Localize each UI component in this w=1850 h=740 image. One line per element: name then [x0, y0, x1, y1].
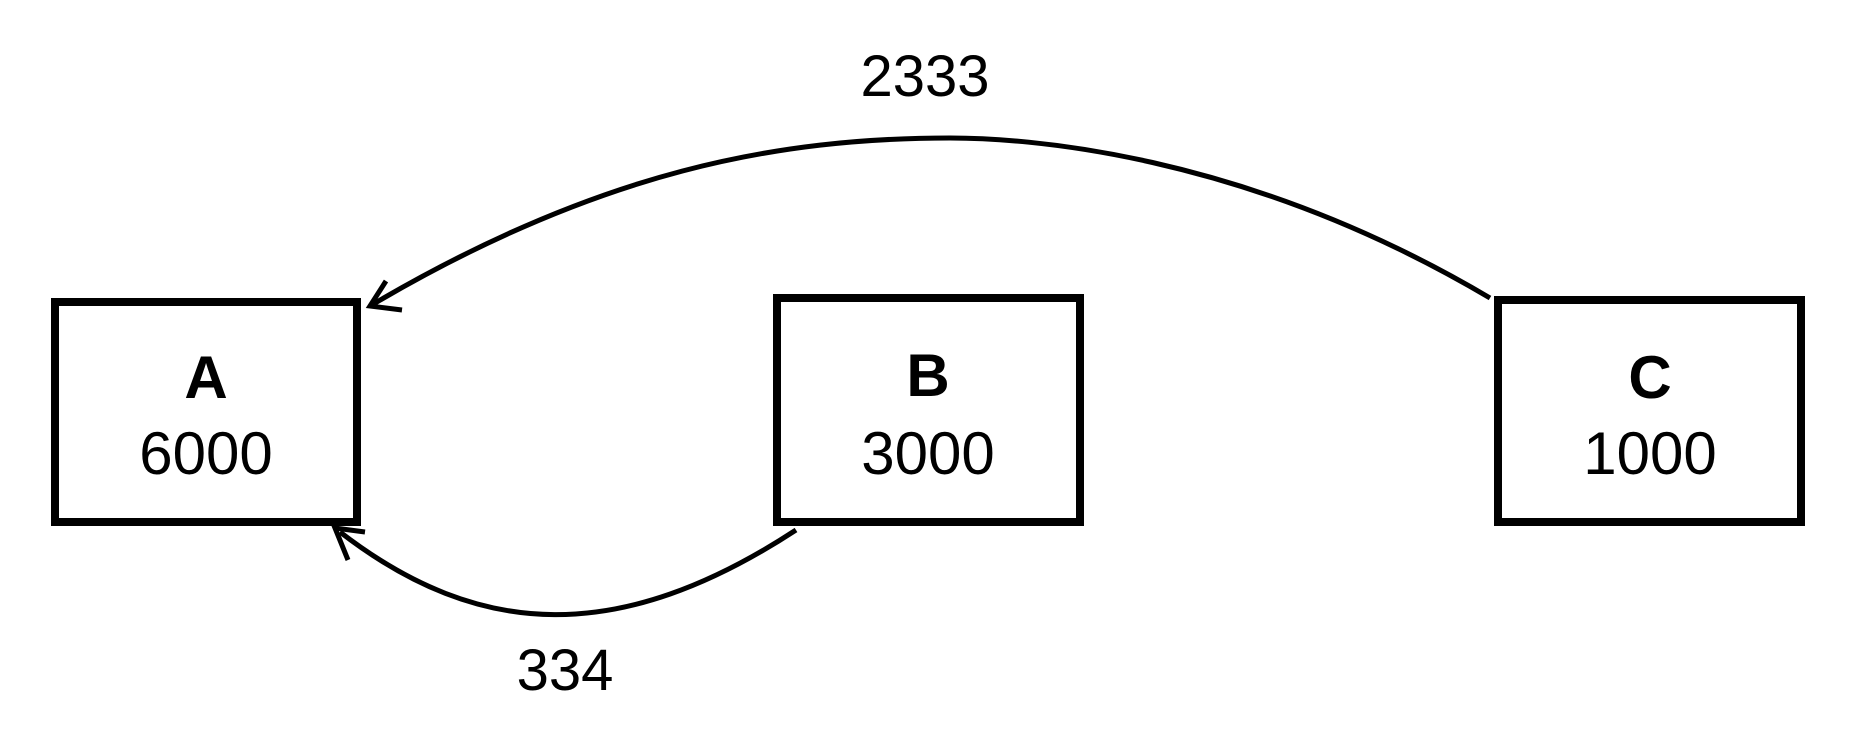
node-a-title: A	[184, 344, 227, 411]
node-b-value: 3000	[861, 420, 994, 487]
node-c-title: C	[1628, 344, 1671, 411]
node-b-box	[773, 294, 1084, 526]
node-c-value: 1000	[1583, 420, 1716, 487]
edge-b-to-a-label: 334	[517, 638, 614, 703]
edge-c-to-a-line	[368, 135, 1492, 309]
edge-c-to-a-label: 2333	[860, 44, 989, 109]
edge-c-to-a-arrowhead	[365, 279, 403, 313]
edge-c-to-a: 2333	[365, 44, 1492, 313]
edge-b-to-a: 334	[331, 524, 798, 703]
node-a-value: 6000	[139, 420, 272, 487]
node-c-box	[1494, 296, 1805, 526]
node-b-title: B	[906, 342, 949, 409]
edge-b-to-a-arrowhead	[331, 524, 366, 561]
node-c: C 1000	[1494, 296, 1805, 526]
node-a: A 6000	[51, 298, 361, 526]
edge-b-to-a-line	[338, 527, 798, 618]
node-a-box	[51, 298, 361, 526]
node-b: B 3000	[773, 294, 1084, 526]
